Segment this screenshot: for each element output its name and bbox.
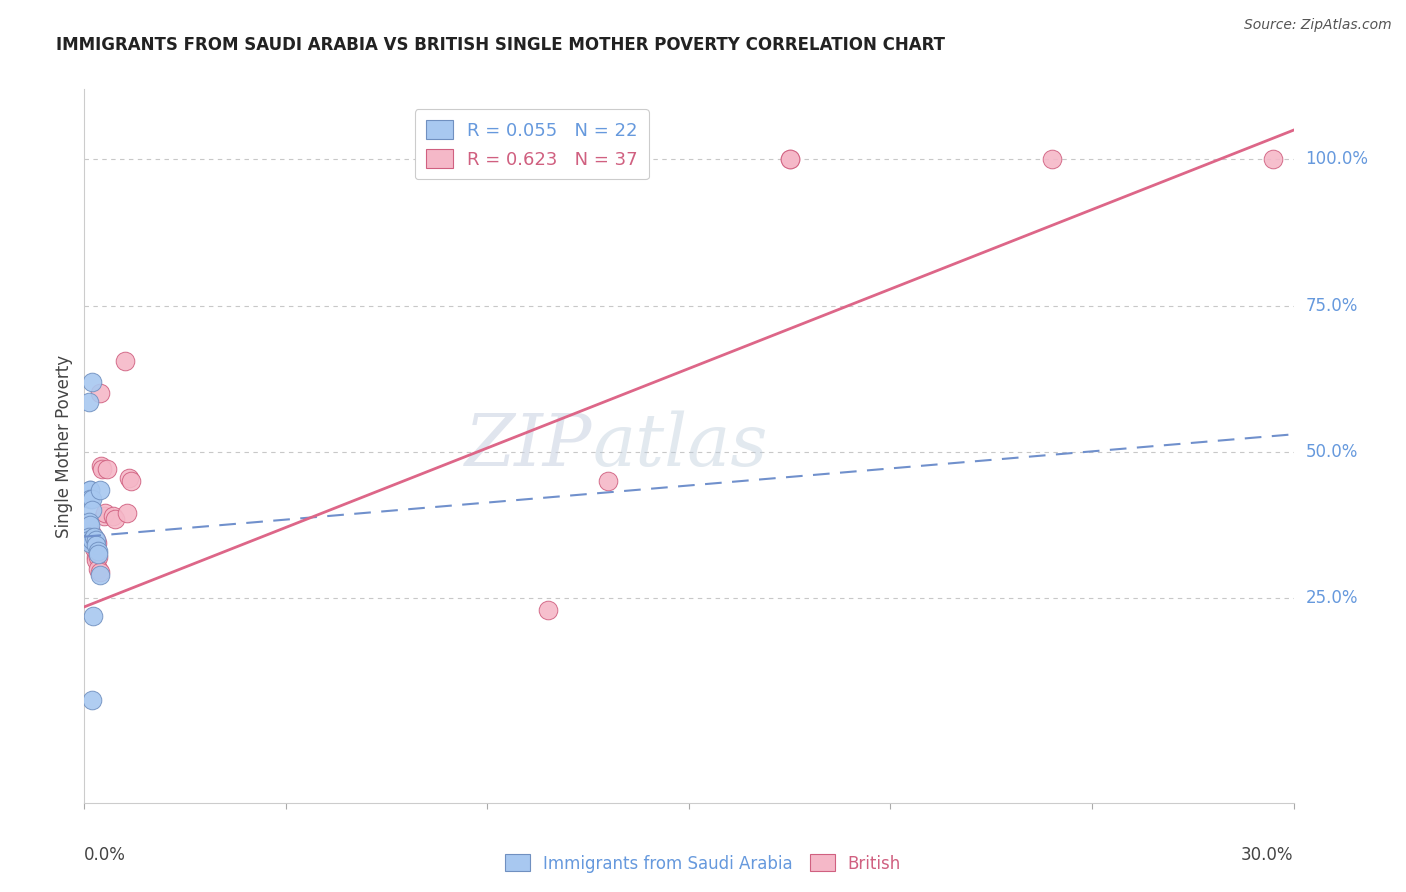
- Point: [86, 538, 108, 552]
- Point: [87, 544, 110, 558]
- Point: [87, 547, 110, 561]
- Point: [82, 530, 104, 544]
- Point: [79, 483, 101, 497]
- Point: [79, 491, 101, 506]
- Point: [86, 533, 108, 547]
- Point: [82, 533, 104, 547]
- Text: ZIP: ZIP: [465, 410, 592, 482]
- Point: [120, 474, 142, 488]
- Point: [82, 503, 104, 517]
- Point: [83, 541, 105, 556]
- Y-axis label: Single Mother Poverty: Single Mother Poverty: [55, 354, 73, 538]
- Point: [118, 471, 141, 485]
- Point: [84, 553, 107, 567]
- Text: 25.0%: 25.0%: [1306, 589, 1358, 607]
- Point: [77, 395, 100, 409]
- Point: [779, 153, 801, 167]
- Point: [82, 533, 104, 547]
- Point: [77, 533, 100, 547]
- Text: 0.0%: 0.0%: [84, 846, 127, 863]
- Point: [96, 462, 118, 476]
- Text: 75.0%: 75.0%: [1306, 297, 1358, 315]
- Point: [77, 521, 100, 535]
- Point: [77, 521, 100, 535]
- Point: [76, 518, 98, 533]
- Point: [83, 530, 105, 544]
- Point: [77, 530, 100, 544]
- Text: 50.0%: 50.0%: [1306, 442, 1358, 461]
- Legend: R = 0.055   N = 22, R = 0.623   N = 37: R = 0.055 N = 22, R = 0.623 N = 37: [415, 109, 648, 179]
- Point: [83, 538, 105, 552]
- Point: [77, 526, 100, 541]
- Point: [79, 535, 101, 549]
- Point: [82, 608, 104, 623]
- Point: [82, 375, 104, 389]
- Text: Source: ZipAtlas.com: Source: ZipAtlas.com: [1244, 18, 1392, 32]
- Text: 30.0%: 30.0%: [1241, 846, 1294, 863]
- Point: [79, 530, 101, 544]
- Point: [598, 474, 620, 488]
- Point: [115, 506, 138, 520]
- Point: [80, 526, 103, 541]
- Point: [77, 515, 100, 529]
- Point: [87, 562, 110, 576]
- Point: [104, 512, 127, 526]
- Point: [80, 491, 103, 506]
- Text: IMMIGRANTS FROM SAUDI ARABIA VS BRITISH SINGLE MOTHER POVERTY CORRELATION CHART: IMMIGRANTS FROM SAUDI ARABIA VS BRITISH …: [56, 36, 945, 54]
- Point: [89, 483, 111, 497]
- Point: [79, 533, 101, 547]
- Point: [86, 533, 108, 547]
- Point: [779, 153, 801, 167]
- Point: [101, 509, 124, 524]
- Point: [537, 603, 560, 617]
- Point: [89, 565, 111, 579]
- Point: [82, 693, 104, 707]
- Point: [93, 509, 115, 524]
- Point: [91, 462, 114, 476]
- Text: atlas: atlas: [592, 410, 768, 482]
- Point: [79, 518, 101, 533]
- Point: [79, 483, 101, 497]
- Point: [89, 567, 111, 582]
- Point: [80, 533, 103, 548]
- Point: [1040, 153, 1063, 167]
- Point: [87, 550, 110, 565]
- Legend: Immigrants from Saudi Arabia, British: Immigrants from Saudi Arabia, British: [498, 847, 908, 880]
- Text: 100.0%: 100.0%: [1306, 151, 1368, 169]
- Point: [84, 550, 107, 565]
- Point: [93, 506, 115, 520]
- Point: [90, 459, 112, 474]
- Point: [89, 386, 111, 401]
- Point: [114, 354, 136, 368]
- Point: [86, 535, 108, 549]
- Point: [1263, 153, 1285, 167]
